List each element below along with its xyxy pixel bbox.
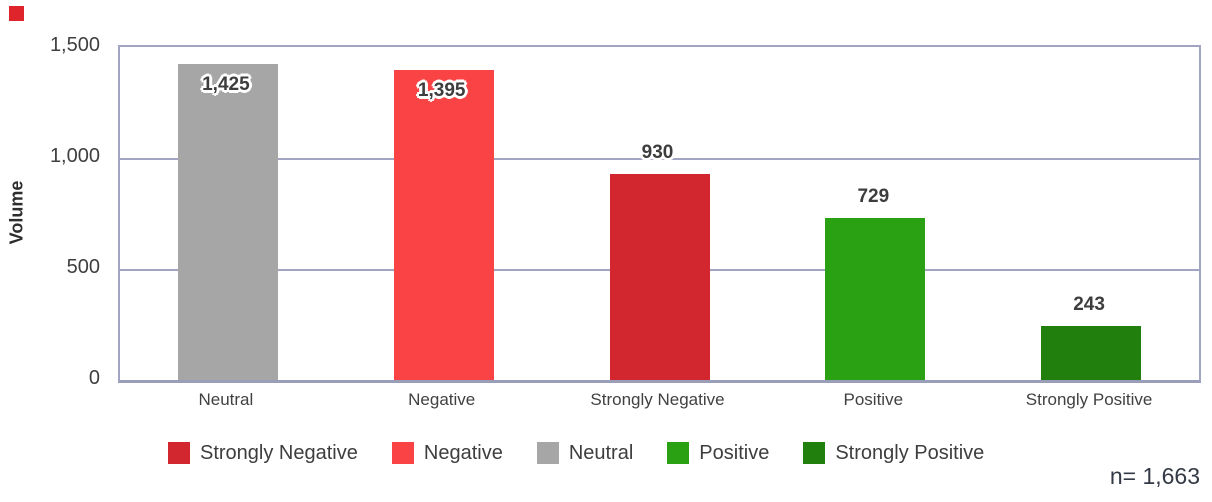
legend-item-neutral: Neutral [536, 441, 634, 465]
y-tick-label-0: 0 [88, 367, 100, 389]
legend-label-strongly-positive: Strongly Positive [835, 442, 985, 464]
bar-value-label-strongly-positive: 243 [1073, 294, 1105, 316]
y-tick-label-500: 500 [66, 256, 100, 278]
legend-label-positive: Positive [699, 442, 770, 464]
x-axis-label-strongly-positive: Strongly Positive [1025, 390, 1153, 409]
bar-neutral [177, 63, 278, 380]
bar-value-label-neutral: 1,425 [202, 73, 250, 95]
legend-item-strongly-positive: Strongly Positive [803, 441, 984, 465]
bar-positive [825, 218, 926, 380]
legend-item-strongly-negative: Strongly Negative [168, 441, 358, 465]
plot-area [118, 45, 1201, 383]
legend-swatch-positive [667, 442, 690, 464]
legend-swatch-strongly-positive [803, 442, 826, 464]
legend-label-neutral: Neutral [568, 442, 634, 464]
legend-swatch-neutral [536, 442, 559, 464]
y-axis-title: Volume [6, 180, 27, 245]
legend-label-negative: Negative [423, 442, 503, 464]
x-axis-label-negative: Negative [408, 390, 476, 409]
bar-value-label-negative: 1,395 [417, 80, 466, 102]
gridline-1000 [120, 158, 1199, 160]
x-axis-label-positive: Positive [843, 390, 904, 409]
y-tick-label-1500: 1,500 [49, 34, 100, 56]
legend-swatch-strongly-negative [168, 442, 190, 464]
bar-negative [393, 70, 494, 380]
red-corner-square [9, 6, 24, 21]
bar-value-label-positive: 729 [857, 186, 890, 208]
legend-swatch-negative [391, 442, 414, 464]
x-axis-label-neutral: Neutral [198, 390, 254, 409]
y-tick-label-1000: 1,000 [49, 145, 100, 167]
legend-item-positive: Positive [667, 441, 769, 465]
legend-item-negative: Negative [391, 441, 503, 465]
legend-label-strongly-negative: Strongly Negative [200, 442, 358, 464]
bar-value-label-strongly-negative: 930 [641, 141, 674, 163]
bar-strongly-positive [1041, 326, 1142, 380]
legend: Strongly Negative Negative Neutral Positive… [168, 441, 984, 465]
x-axis-label-strongly-negative: Strongly Negative [590, 390, 725, 409]
bar-strongly-negative [609, 173, 710, 380]
sample-size-annotation: n= 1,663 [1109, 463, 1200, 489]
